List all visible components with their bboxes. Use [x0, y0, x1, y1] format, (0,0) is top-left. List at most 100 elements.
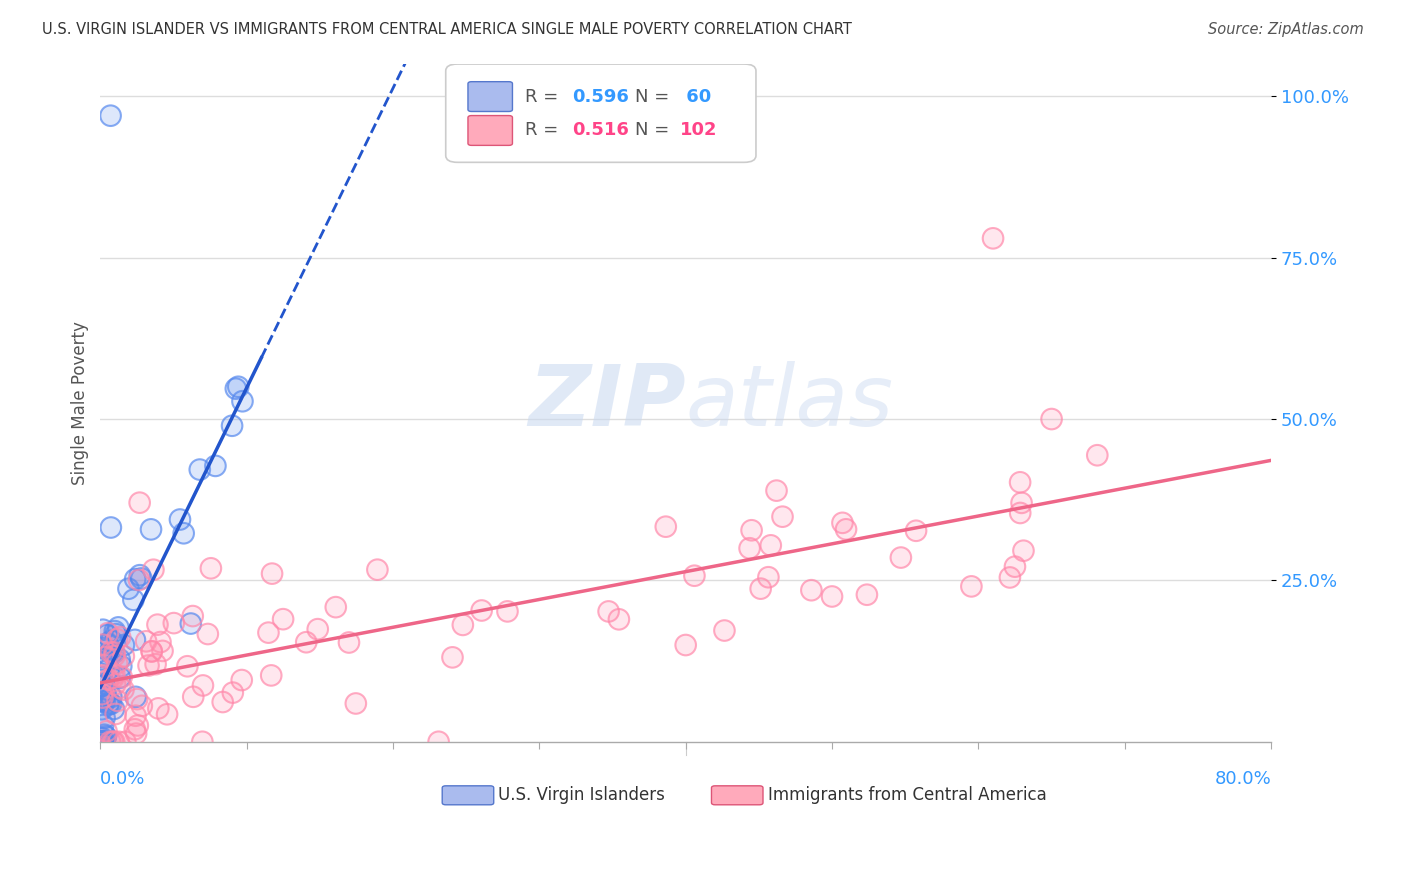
Point: [226, 380, 249, 394]
Point: [108, 630, 131, 644]
Point: [149, 635, 172, 649]
Point: [93, 711, 115, 725]
Point: [759, 538, 782, 552]
Point: [94, 730, 117, 744]
Point: [197, 627, 219, 641]
FancyBboxPatch shape: [468, 82, 512, 112]
Point: [124, 723, 146, 737]
Point: [441, 650, 464, 665]
Point: [91, 731, 114, 746]
Point: [104, 627, 127, 641]
Point: [758, 570, 780, 584]
Point: [890, 550, 912, 565]
Point: [107, 735, 129, 749]
Point: [1004, 559, 1026, 574]
Point: [145, 657, 167, 672]
Point: [856, 588, 879, 602]
Point: [139, 522, 162, 536]
Point: [337, 635, 360, 649]
Point: [98, 735, 121, 749]
Point: [104, 677, 127, 691]
Point: [128, 496, 150, 510]
Text: Source: ZipAtlas.com: Source: ZipAtlas.com: [1208, 22, 1364, 37]
Point: [128, 573, 150, 587]
Point: [496, 604, 519, 618]
Point: [103, 646, 125, 660]
Point: [96, 648, 118, 662]
Point: [94, 650, 117, 665]
Point: [100, 697, 122, 711]
Point: [905, 524, 928, 538]
Point: [344, 697, 367, 711]
Point: [93, 734, 115, 748]
Point: [325, 600, 347, 615]
Point: [91, 718, 114, 732]
Point: [98, 735, 121, 749]
Point: [91, 679, 114, 693]
Point: [103, 735, 125, 749]
Point: [325, 600, 347, 615]
Text: 0.516: 0.516: [572, 121, 628, 139]
Point: [831, 516, 853, 530]
Point: [835, 522, 858, 536]
Point: [180, 616, 202, 631]
Point: [831, 516, 853, 530]
Point: [105, 632, 128, 647]
Point: [94, 688, 117, 702]
Point: [231, 673, 253, 687]
Point: [91, 668, 114, 682]
Point: [91, 638, 114, 652]
Point: [257, 625, 280, 640]
Point: [200, 561, 222, 575]
Point: [103, 648, 125, 663]
Point: [103, 667, 125, 681]
Text: ZIP: ZIP: [529, 361, 686, 444]
Point: [337, 635, 360, 649]
Point: [800, 583, 823, 598]
Text: Immigrants from Central America: Immigrants from Central America: [768, 786, 1046, 804]
Text: 0.596: 0.596: [572, 87, 628, 105]
Point: [260, 566, 283, 581]
Point: [135, 634, 157, 648]
Point: [103, 702, 125, 716]
Point: [231, 394, 253, 409]
Point: [141, 644, 163, 658]
Point: [222, 685, 245, 699]
Point: [149, 635, 172, 649]
Point: [1004, 559, 1026, 574]
Point: [260, 566, 283, 581]
Point: [960, 579, 983, 593]
Point: [741, 523, 763, 537]
Point: [112, 649, 135, 664]
Point: [91, 735, 114, 749]
Point: [191, 678, 214, 692]
Point: [105, 632, 128, 647]
Point: [1010, 475, 1032, 490]
Point: [441, 650, 464, 665]
Point: [117, 582, 139, 596]
Point: [141, 644, 163, 658]
Point: [90, 687, 112, 701]
Point: [295, 635, 318, 649]
Point: [91, 690, 114, 705]
Point: [93, 676, 115, 690]
Point: [103, 648, 125, 663]
Point: [713, 624, 735, 638]
Point: [1011, 496, 1033, 510]
Point: [221, 418, 243, 433]
Point: [191, 678, 214, 692]
Point: [135, 634, 157, 648]
Point: [103, 646, 125, 660]
Point: [108, 671, 131, 685]
Text: R =: R =: [526, 87, 564, 105]
Point: [90, 735, 112, 749]
Point: [471, 603, 494, 617]
Point: [683, 568, 706, 582]
Text: U.S. Virgin Islanders: U.S. Virgin Islanders: [498, 786, 665, 804]
Point: [90, 652, 112, 666]
Point: [101, 735, 124, 749]
Point: [204, 458, 226, 473]
Point: [260, 668, 283, 682]
Point: [204, 458, 226, 473]
FancyBboxPatch shape: [443, 786, 494, 805]
